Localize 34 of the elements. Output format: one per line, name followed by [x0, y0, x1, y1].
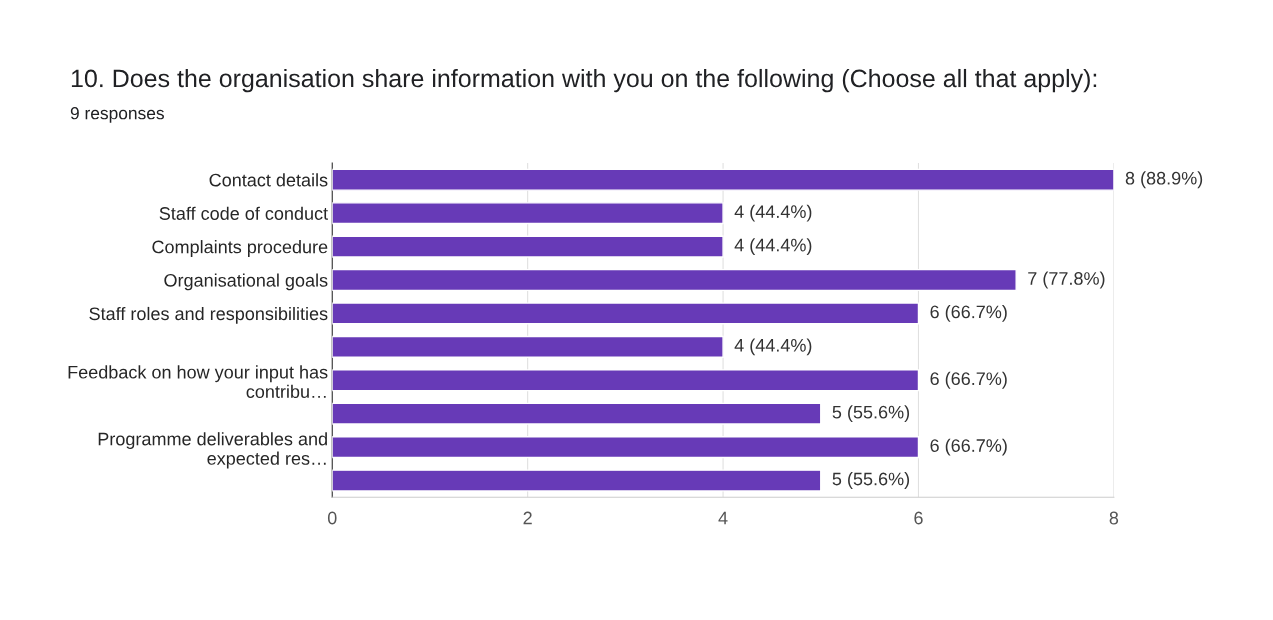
y-tick-label: Contact details — [209, 173, 328, 187]
x-tick-label: 6 — [914, 511, 923, 525]
bar — [332, 335, 724, 358]
bar — [332, 202, 724, 225]
data-label: 4 (44.4%) — [734, 238, 812, 256]
text: 9 responses — [70, 107, 164, 123]
bar — [332, 302, 920, 325]
bar — [332, 436, 920, 459]
y-tick-label: Feedback on how your input has contribu… — [68, 365, 328, 399]
bar — [332, 469, 822, 492]
y-tick-label: Complaints procedure — [152, 240, 328, 257]
bar — [332, 402, 822, 425]
bar — [332, 168, 1114, 191]
data-label: 4 (44.4%) — [734, 338, 812, 356]
x-tick-label: 4 — [718, 511, 728, 525]
y-tick-label: Programme deliverables and expected res… — [98, 432, 327, 469]
data-label: 7 (77.8%) — [1028, 271, 1105, 289]
y-tick-label: Staff code of conduct — [159, 206, 328, 220]
data-label: 6 (66.7%) — [930, 305, 1007, 322]
data-label: 6 (66.7%) — [930, 371, 1007, 389]
chart-title: 10. Does the organisation share information with you on the following (Choose all that apply): — [71, 68, 1097, 93]
data-label: 6 (66.7%) — [930, 438, 1007, 456]
x-tick-label: 8 — [1109, 511, 1119, 525]
bar — [332, 235, 724, 258]
bar — [332, 369, 920, 392]
x-tick-label: 0 — [327, 511, 337, 525]
y-tick-label: Staff roles and responsibilities — [89, 306, 328, 324]
data-label: 4 (44.4%) — [734, 204, 812, 222]
data-label: 8 (88.9%) — [1125, 171, 1203, 189]
data-label: 5 (55.6%) — [832, 472, 910, 489]
x-tick-label: 2 — [523, 511, 532, 525]
y-tick-label: Organisational goals — [164, 273, 328, 291]
data-label: 5 (55.6%) — [832, 405, 910, 423]
bar — [332, 268, 1017, 292]
